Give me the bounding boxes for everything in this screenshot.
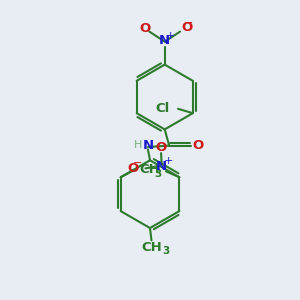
Text: N: N — [159, 34, 170, 47]
Text: O: O — [155, 141, 167, 154]
Text: N: N — [142, 139, 154, 152]
Text: O: O — [182, 21, 193, 34]
Text: O: O — [128, 162, 139, 175]
Text: CH: CH — [140, 164, 160, 176]
Text: 3: 3 — [163, 246, 170, 256]
Text: +: + — [166, 31, 175, 41]
Text: Cl: Cl — [156, 102, 170, 115]
Text: 3: 3 — [154, 169, 162, 179]
Text: −: − — [133, 158, 142, 168]
Text: O: O — [192, 139, 203, 152]
Text: O: O — [139, 22, 150, 34]
Text: −: − — [184, 18, 193, 28]
Text: CH: CH — [141, 241, 162, 254]
Text: +: + — [164, 156, 173, 166]
Text: H: H — [134, 140, 142, 150]
Text: N: N — [156, 160, 167, 172]
